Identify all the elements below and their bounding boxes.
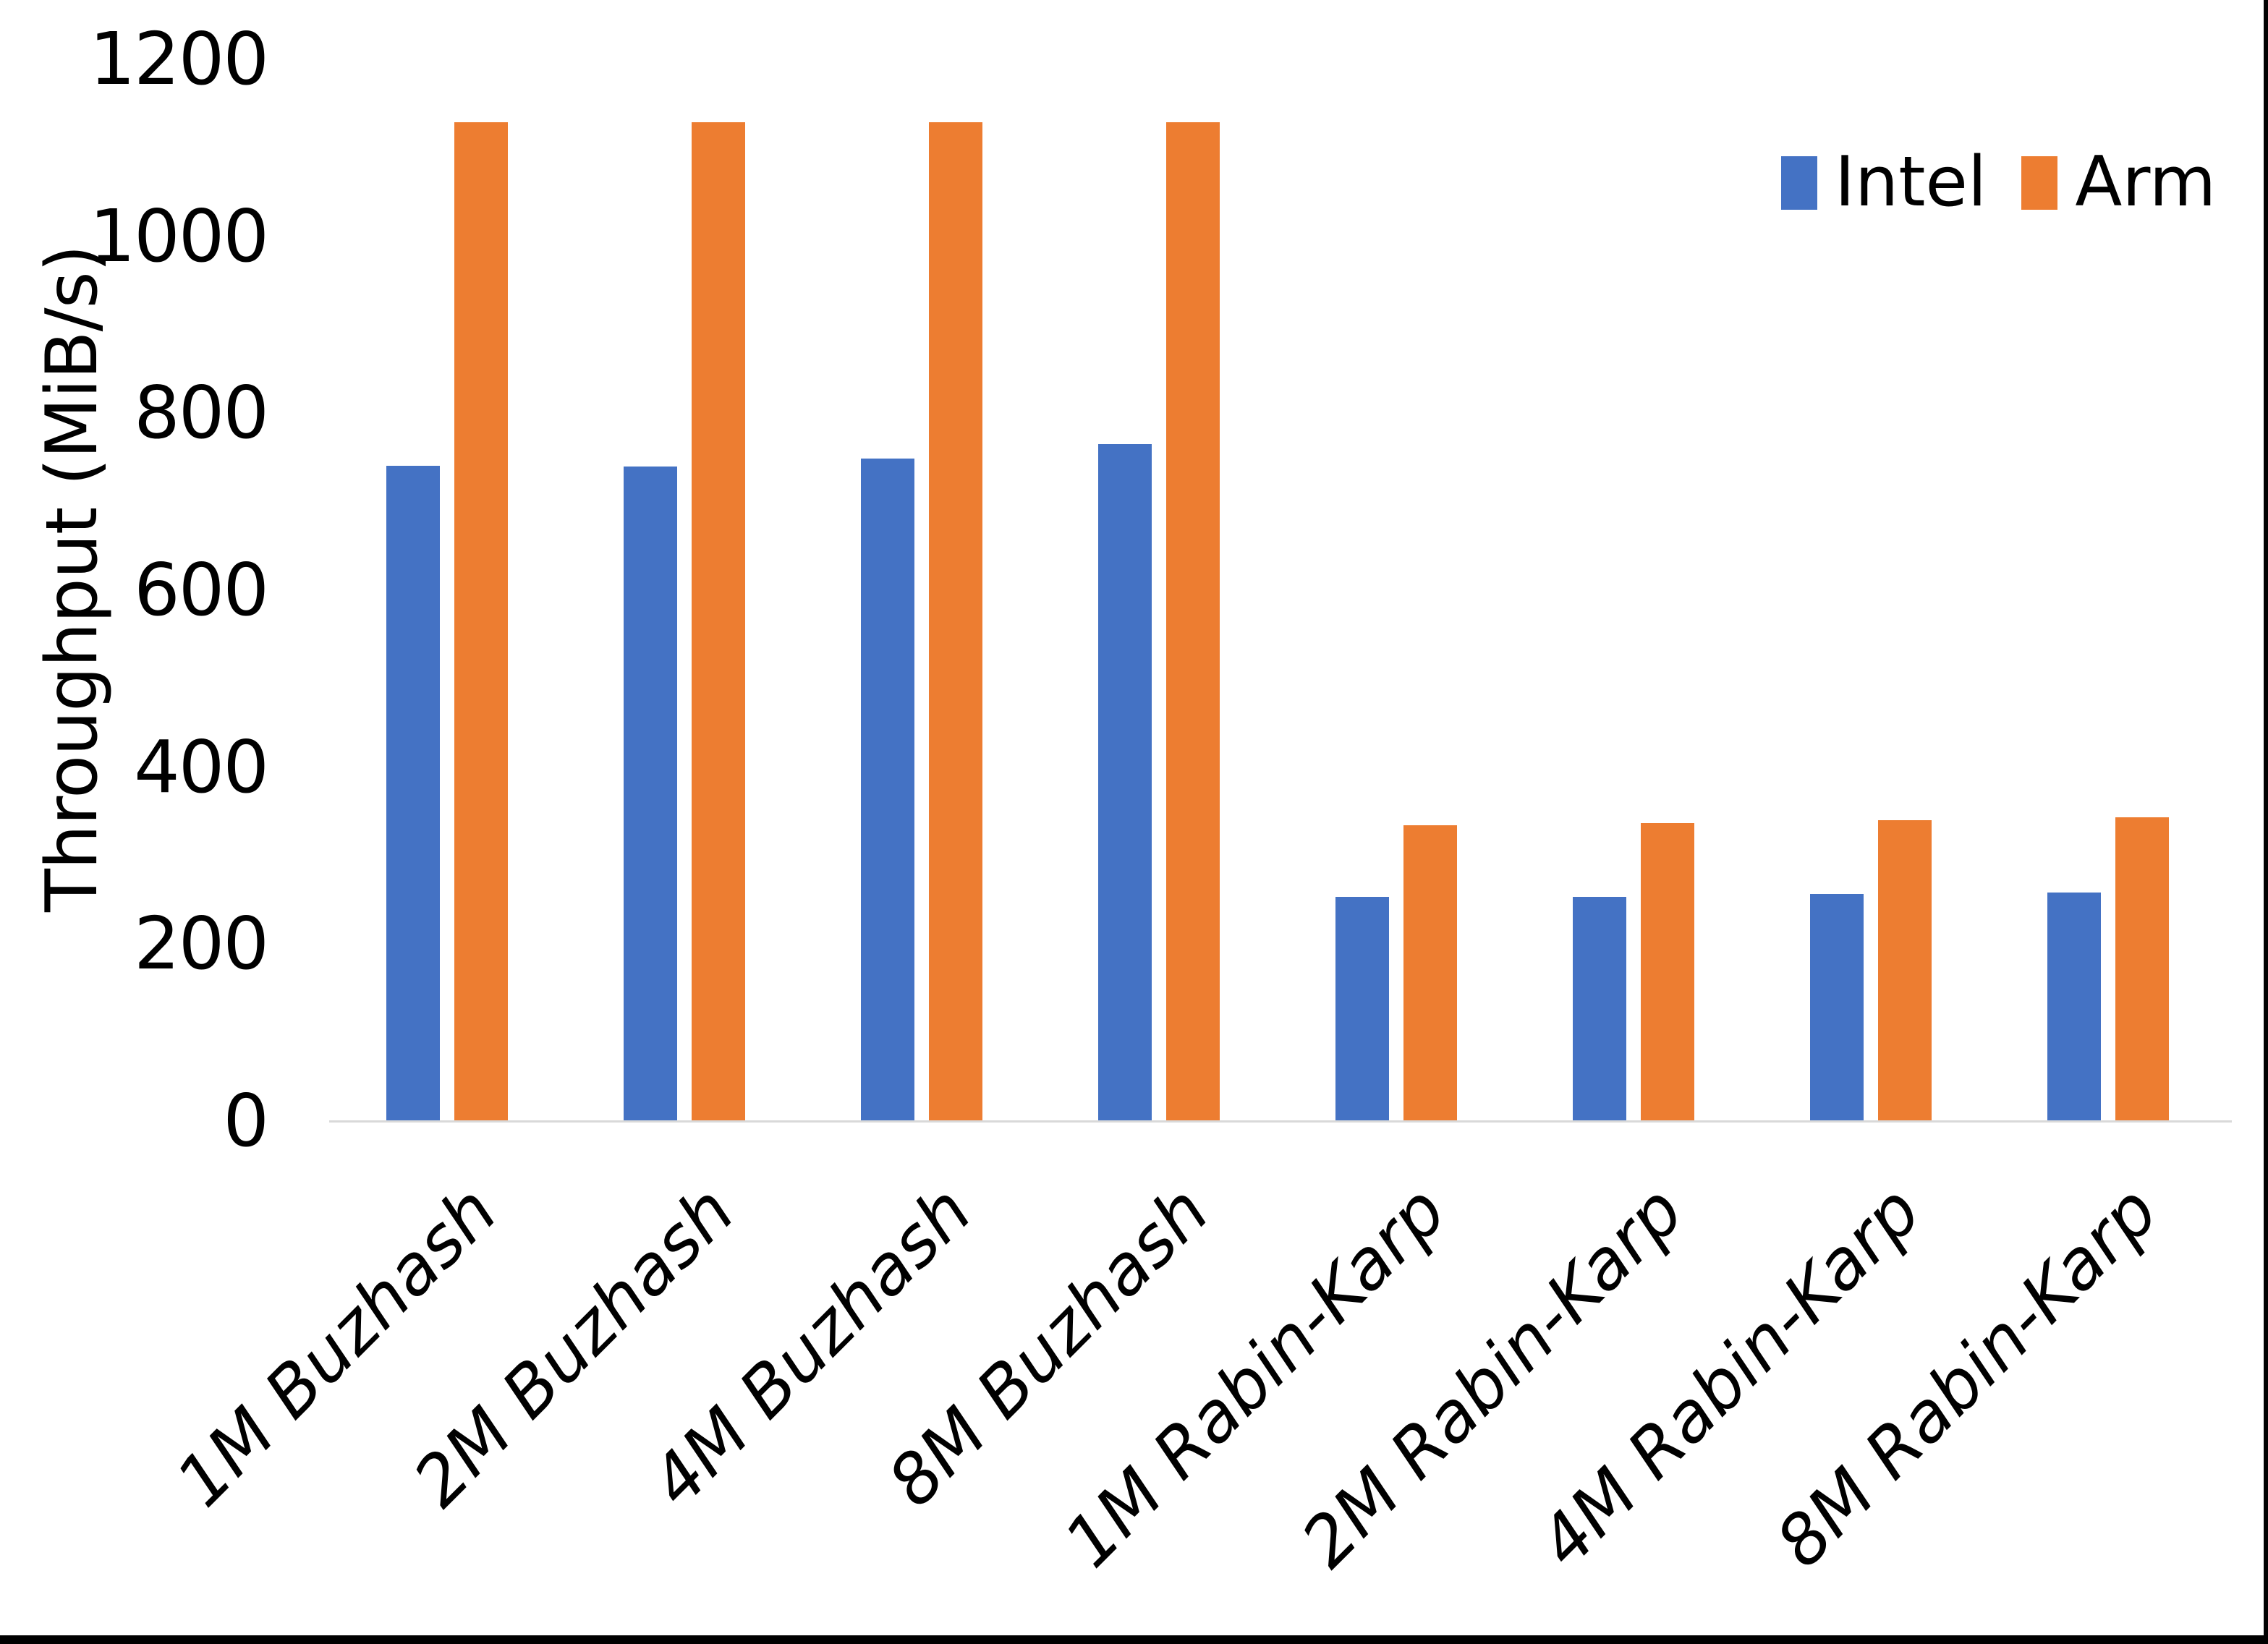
bar-intel-4m-buzhash	[861, 458, 914, 1121]
y-tick-label-200: 200	[134, 901, 269, 987]
bar-arm-8m-rabin-karp	[2115, 817, 2169, 1121]
bar-arm-1m-buzhash	[454, 122, 508, 1121]
screenshot-bottom-border	[0, 1635, 2268, 1644]
legend-label-intel: Intel	[1835, 142, 1987, 222]
bar-arm-2m-buzhash	[692, 122, 745, 1121]
y-tick-label-1200: 1200	[89, 17, 270, 101]
bar-intel-4m-rabin-karp	[1810, 893, 1864, 1121]
bar-arm-1m-rabin-karp	[1403, 825, 1457, 1121]
y-tick-label-400: 400	[134, 724, 269, 809]
bar-intel-1m-rabin-karp	[1335, 897, 1389, 1121]
y-tick-label-600: 600	[134, 548, 269, 632]
arm-series-swatch-icon	[2021, 156, 2058, 210]
bar-intel-8m-rabin-karp	[2047, 893, 2101, 1121]
intel-series-swatch-icon	[1781, 156, 1817, 210]
y-tick-label-800: 800	[134, 370, 269, 456]
legend-entry-arm: Arm	[2021, 148, 2216, 217]
bar-arm-4m-rabin-karp	[1878, 820, 1932, 1121]
screenshot-right-border	[2264, 0, 2268, 1644]
bar-arm-2m-rabin-karp	[1641, 822, 1694, 1121]
legend-entry-intel: Intel	[1781, 148, 1987, 217]
bar-arm-8m-buzhash	[1166, 122, 1220, 1121]
bar-arm-4m-buzhash	[929, 122, 982, 1121]
bar-intel-2m-rabin-karp	[1573, 897, 1626, 1121]
bar-intel-2m-buzhash	[624, 466, 677, 1121]
legend: Intel Arm	[1781, 148, 2216, 217]
bar-intel-8m-buzhash	[1098, 444, 1152, 1121]
y-tick-label-0: 0	[223, 1078, 269, 1163]
y-tick-label-1000: 1000	[89, 193, 270, 278]
bar-intel-1m-buzhash	[386, 465, 440, 1121]
x-axis-line	[329, 1120, 2232, 1123]
legend-label-arm: Arm	[2075, 142, 2217, 222]
